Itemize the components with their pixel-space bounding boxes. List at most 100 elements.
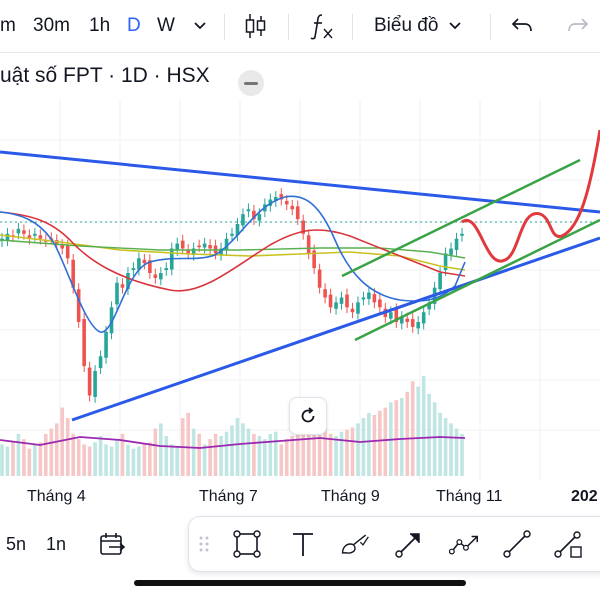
- volume-bar: [394, 400, 399, 476]
- interval-week-button[interactable]: W: [157, 15, 175, 36]
- candlesticks: [0, 188, 464, 403]
- volume-bar: [241, 423, 245, 476]
- x-axis-label: Tháng 4: [27, 488, 86, 505]
- shapes-tool[interactable]: [553, 528, 585, 560]
- volume-bar: [235, 418, 240, 476]
- volume-bar: [0, 444, 4, 476]
- candle-body: [230, 233, 234, 236]
- range-5d-button[interactable]: 5n: [6, 533, 27, 554]
- candle-body: [186, 249, 190, 254]
- volume-bar: [306, 418, 311, 476]
- candle-body: [290, 205, 295, 210]
- volume-bar: [186, 412, 190, 476]
- refresh-icon: [301, 407, 315, 423]
- candle-body: [33, 233, 37, 236]
- candle-body: [372, 294, 377, 303]
- path-tool[interactable]: [449, 528, 481, 560]
- x-axis-year-label: 202: [571, 488, 598, 505]
- candle-body: [60, 245, 65, 249]
- candle-body: [191, 248, 196, 255]
- collapse-legend-button[interactable]: [238, 70, 264, 96]
- candle-body: [394, 309, 399, 322]
- candle-body: [104, 331, 108, 358]
- trendline-tool[interactable]: [501, 528, 533, 560]
- text-tool[interactable]: [287, 528, 319, 560]
- volume-bar: [142, 444, 147, 476]
- candle-body: [350, 308, 355, 313]
- candle-body: [5, 233, 10, 241]
- candle-body: [252, 210, 256, 220]
- volume-bar: [98, 436, 103, 476]
- candle-body: [235, 224, 240, 236]
- candle-body: [27, 235, 32, 239]
- candle-body: [82, 319, 86, 367]
- toolbar-divider: [288, 14, 289, 40]
- interval-dropdown[interactable]: [193, 0, 207, 52]
- interval-1h-button[interactable]: 1h: [89, 15, 111, 36]
- candle-body: [460, 233, 464, 236]
- volume-bar: [405, 391, 410, 476]
- brush-tool[interactable]: [339, 528, 371, 560]
- arrow-line-icon: [395, 533, 420, 558]
- chevron-down-icon: [449, 22, 462, 30]
- volume-bar: [213, 433, 218, 476]
- candle-style-button[interactable]: [244, 0, 268, 52]
- candle-body: [410, 319, 415, 327]
- candle-body: [399, 317, 404, 324]
- volume-bar: [22, 439, 26, 476]
- trendline-icon: [503, 530, 531, 558]
- candle-body: [22, 230, 26, 234]
- candle-body: [378, 299, 382, 308]
- candle-body: [416, 322, 420, 329]
- top-toolbar: m 30m 1h D W Biểu đồ: [0, 0, 600, 53]
- volume-bar: [356, 423, 360, 476]
- interval-minutes-button[interactable]: m: [0, 15, 16, 36]
- range-1d-button[interactable]: 1n: [46, 533, 67, 554]
- volume-bar: [65, 418, 70, 476]
- volume-bar: [76, 439, 81, 476]
- arrow-tool[interactable]: [393, 528, 425, 560]
- price-chart[interactable]: [0, 52, 600, 482]
- volume-bar: [399, 398, 404, 476]
- volume-bar: [263, 439, 267, 476]
- candle-body: [159, 273, 163, 280]
- volume-bar: [372, 414, 377, 476]
- volume-bar: [148, 442, 152, 476]
- volume-bar: [159, 423, 163, 476]
- candle-body: [405, 318, 410, 322]
- drag-handle[interactable]: [193, 528, 215, 560]
- interval-30m-button[interactable]: 30m: [33, 15, 70, 36]
- volume-bar: [38, 442, 43, 476]
- candle-body: [421, 312, 426, 324]
- volume-bar: [367, 412, 371, 476]
- candle-body: [224, 238, 229, 250]
- channel-lower-line: [354, 218, 600, 342]
- redo-button[interactable]: [566, 0, 590, 52]
- indicators-button[interactable]: [310, 0, 336, 52]
- go-to-date-button[interactable]: [98, 520, 126, 568]
- interval-day-button[interactable]: D: [127, 15, 141, 36]
- candle-body: [257, 214, 262, 221]
- volume-bar: [421, 376, 426, 476]
- volume-bar: [93, 442, 97, 476]
- volume-bar: [191, 428, 196, 476]
- volume-bar: [120, 433, 125, 476]
- volume-bar: [378, 410, 382, 476]
- rectangle-tool[interactable]: [231, 528, 263, 560]
- symbol-title: uật số FPT · 1D · HSX: [0, 64, 210, 87]
- ma-blue-line: [0, 195, 466, 333]
- candlestick-icon: [245, 14, 266, 38]
- volume-bar: [131, 448, 136, 476]
- volume-bar: [339, 431, 344, 476]
- reset-chart-button[interactable]: [289, 397, 327, 435]
- volume-bar: [257, 436, 262, 476]
- volume-bar: [328, 433, 333, 476]
- volume-bar: [454, 428, 459, 476]
- volume-bar: [164, 436, 169, 476]
- function-fx-icon: [310, 14, 333, 40]
- candle-body: [65, 245, 70, 259]
- undo-button[interactable]: [510, 0, 534, 52]
- candle-body: [175, 243, 180, 250]
- ma-green-line: [0, 239, 466, 259]
- chart-type-dropdown[interactable]: Biểu đồ: [374, 0, 462, 52]
